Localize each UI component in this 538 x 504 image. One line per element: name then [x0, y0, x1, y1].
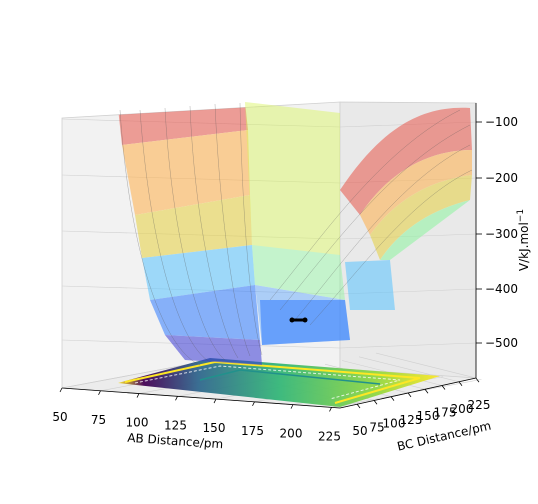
- trajectory-point-end: [302, 317, 308, 323]
- x-tick-mark: [59, 387, 63, 393]
- right-band-orange: [360, 150, 472, 235]
- z-axis-label: V/kJ.mol−1: [516, 209, 531, 271]
- x-tick-label: 125: [164, 418, 187, 432]
- z-gridline-right: [339, 342, 477, 349]
- y-tick-mark: [441, 385, 446, 390]
- z-tick-label: −400: [485, 282, 518, 296]
- trajectory: [289, 317, 308, 323]
- y-tick-label: 125: [400, 413, 423, 427]
- y-tick-label: 75: [369, 420, 384, 434]
- surface-right-wall: [260, 107, 472, 345]
- x-tick-label: 50: [52, 410, 67, 424]
- contour-fill: [118, 358, 440, 407]
- y-tick-label: 50: [352, 424, 367, 438]
- x-axis-ticks: 50 75 100 125 150 175 200 225: [52, 387, 341, 443]
- x-tick-label: 200: [280, 427, 303, 441]
- surface-band-orange: [122, 130, 250, 215]
- z-tick-label: −500: [485, 336, 518, 350]
- y-tick-mark: [373, 400, 378, 405]
- contour-line-3: [199, 369, 381, 385]
- y-tick-label: 175: [434, 406, 457, 420]
- y-tick-label: 225: [468, 398, 491, 412]
- contour-line-1: [124, 360, 421, 404]
- contour-line-2: [134, 365, 401, 400]
- x-axis-line: [61, 387, 341, 409]
- x-tick-mark: [290, 404, 294, 409]
- floor-contour: [118, 358, 440, 407]
- x-tick-mark: [98, 390, 101, 395]
- x-tick-label: 150: [203, 421, 226, 435]
- z-tick-label: −100: [485, 115, 518, 129]
- y-tick-label: 100: [383, 417, 406, 431]
- x-tick-label: 175: [241, 424, 264, 438]
- y-tick-mark: [390, 396, 395, 401]
- y-tick-label: 150: [417, 409, 440, 423]
- y-tick-mark: [407, 392, 412, 398]
- z-tick-label: −200: [485, 171, 518, 185]
- x-tick-mark: [136, 393, 140, 398]
- y-tick-mark: [475, 377, 480, 383]
- y-gridline: [358, 356, 460, 383]
- right-band-yellow: [370, 175, 472, 260]
- x-tick-label: 225: [318, 429, 341, 443]
- trajectory-point-start: [289, 317, 295, 323]
- y-tick-label: 200: [451, 402, 474, 416]
- right-band-cyan: [345, 260, 395, 310]
- y-gridline: [375, 352, 477, 379]
- z-axis-label-main: V/kJ.mol: [517, 222, 531, 271]
- x-tick-mark: [175, 396, 178, 401]
- y-tick-mark: [424, 388, 429, 394]
- y-tick-mark: [356, 403, 361, 409]
- x-tick-mark: [213, 398, 217, 404]
- z-tick-label: −300: [485, 227, 518, 241]
- x-tick-mark: [329, 407, 332, 412]
- x-tick-label: 100: [126, 416, 149, 430]
- surface-band-cyan: [142, 245, 255, 300]
- x-tick-mark: [252, 401, 255, 407]
- x-tick-label: 75: [91, 413, 106, 427]
- right-band-red: [340, 107, 472, 215]
- z-axis-label-exponent: −1: [516, 209, 526, 222]
- x-axis-label: AB Distance/pm: [127, 431, 224, 452]
- z-axis-ticks: −100 −200 −300 −400 −500: [476, 115, 518, 350]
- plateau-yellow: [245, 102, 340, 290]
- right-band-green: [380, 200, 470, 260]
- surface-band-blue: [150, 285, 260, 340]
- y-tick-mark: [458, 381, 463, 387]
